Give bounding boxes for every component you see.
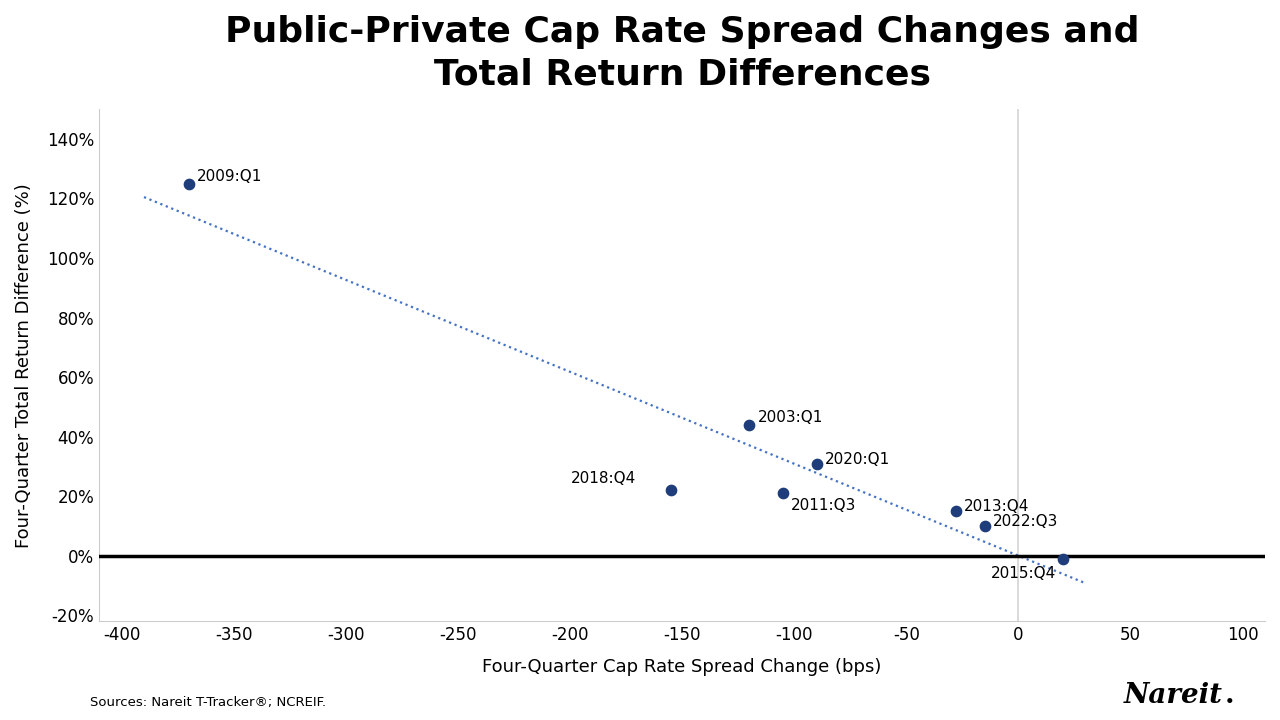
Text: Sources: Nareit T-Tracker®; NCREIF.: Sources: Nareit T-Tracker®; NCREIF.: [90, 696, 325, 709]
Point: [946, 505, 966, 517]
Text: 2018:Q4: 2018:Q4: [571, 472, 636, 487]
Text: 2013:Q4: 2013:Q4: [964, 499, 1029, 514]
Text: 2020:Q1: 2020:Q1: [824, 451, 890, 467]
Title: Public-Private Cap Rate Spread Changes and
Total Return Differences: Public-Private Cap Rate Spread Changes a…: [225, 15, 1139, 91]
Text: .: .: [1225, 683, 1235, 709]
Text: 2015:Q4: 2015:Q4: [991, 567, 1056, 581]
Point: [739, 419, 759, 431]
Text: Nareit: Nareit: [1124, 683, 1222, 709]
Point: [974, 521, 995, 532]
Point: [1053, 553, 1074, 564]
Text: 2003:Q1: 2003:Q1: [758, 410, 823, 425]
Text: 2011:Q3: 2011:Q3: [791, 498, 856, 513]
X-axis label: Four-Quarter Cap Rate Spread Change (bps): Four-Quarter Cap Rate Spread Change (bps…: [483, 658, 882, 676]
Y-axis label: Four-Quarter Total Return Difference (%): Four-Quarter Total Return Difference (%): [15, 183, 33, 548]
Text: 2022:Q3: 2022:Q3: [993, 514, 1059, 529]
Point: [806, 458, 827, 469]
Point: [660, 485, 681, 496]
Text: 2009:Q1: 2009:Q1: [197, 168, 262, 184]
Point: [179, 178, 200, 189]
Point: [773, 487, 794, 499]
